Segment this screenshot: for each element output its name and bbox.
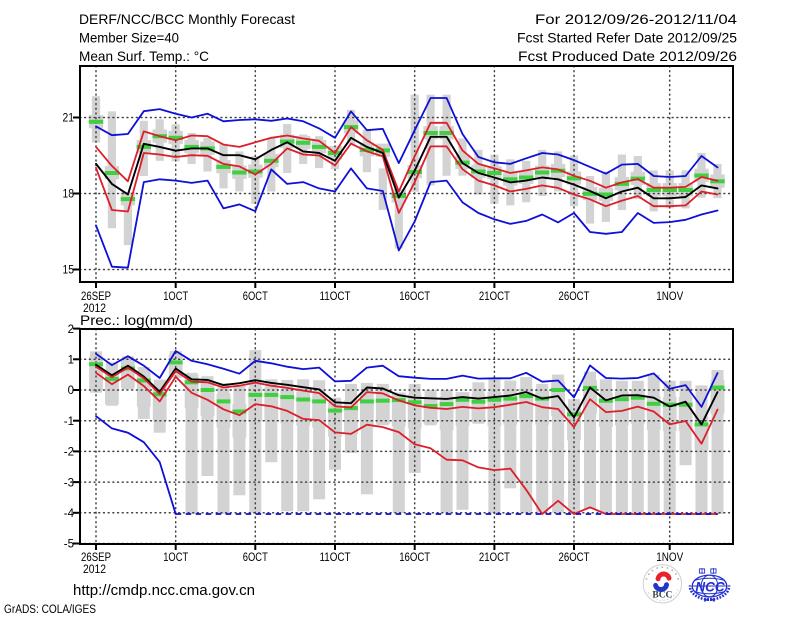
- svg-text:18: 18: [63, 189, 75, 201]
- svg-text:21OCT: 21OCT: [479, 291, 510, 303]
- svg-text:Mean Surf. Temp.: °C: Mean Surf. Temp.: °C: [79, 48, 209, 64]
- svg-text:1NOV: 1NOV: [656, 552, 683, 564]
- svg-text:-2: -2: [64, 447, 74, 459]
- svg-text:11OCT: 11OCT: [320, 552, 351, 564]
- svg-text:21: 21: [63, 113, 75, 125]
- svg-text:2: 2: [68, 324, 74, 336]
- svg-text:6OCT: 6OCT: [243, 291, 268, 303]
- svg-text:21OCT: 21OCT: [479, 552, 510, 564]
- svg-text:GrADS: COLA/IGES: GrADS: COLA/IGES: [4, 604, 96, 616]
- svg-text:BCC: BCC: [652, 590, 672, 600]
- svg-text:Member Size=40: Member Size=40: [79, 30, 179, 46]
- svg-text:16OCT: 16OCT: [399, 291, 430, 303]
- svg-text:Fcst Started Refer Date 2012/0: Fcst Started Refer Date 2012/09/25: [517, 30, 737, 46]
- svg-text:-3: -3: [64, 477, 74, 489]
- svg-text:1OCT: 1OCT: [163, 291, 188, 303]
- svg-text:15: 15: [63, 265, 75, 277]
- svg-text:26SEP: 26SEP: [81, 291, 111, 303]
- svg-text:Prec.: log(mm/d): Prec.: log(mm/d): [80, 312, 193, 328]
- svg-text:0: 0: [68, 385, 74, 397]
- svg-text:2012: 2012: [83, 303, 106, 315]
- svg-text:-4: -4: [64, 508, 75, 520]
- svg-text:26OCT: 26OCT: [559, 552, 590, 564]
- svg-text:1NOV: 1NOV: [656, 291, 683, 303]
- svg-text:6OCT: 6OCT: [243, 552, 268, 564]
- svg-text:-1: -1: [64, 416, 74, 428]
- svg-text:11OCT: 11OCT: [320, 291, 351, 303]
- svg-text:26OCT: 26OCT: [559, 291, 590, 303]
- svg-text:DERF/NCC/BCC Monthly Forecast: DERF/NCC/BCC Monthly Forecast: [79, 11, 295, 27]
- svg-text:26SEP: 26SEP: [81, 552, 111, 564]
- svg-text:Fcst Produced Date 2012/09/26: Fcst Produced Date 2012/09/26: [518, 48, 737, 64]
- svg-text:1OCT: 1OCT: [163, 552, 188, 564]
- svg-text:http://cmdp.ncc.cma.gov.cn: http://cmdp.ncc.cma.gov.cn: [73, 583, 255, 599]
- svg-text:16OCT: 16OCT: [399, 552, 430, 564]
- svg-text:For 2012/09/26-2012/11/04: For 2012/09/26-2012/11/04: [535, 11, 737, 27]
- svg-text:1: 1: [68, 355, 74, 367]
- svg-text:NCC: NCC: [695, 579, 724, 594]
- svg-text:-5: -5: [64, 539, 74, 551]
- svg-text:2012: 2012: [83, 564, 106, 576]
